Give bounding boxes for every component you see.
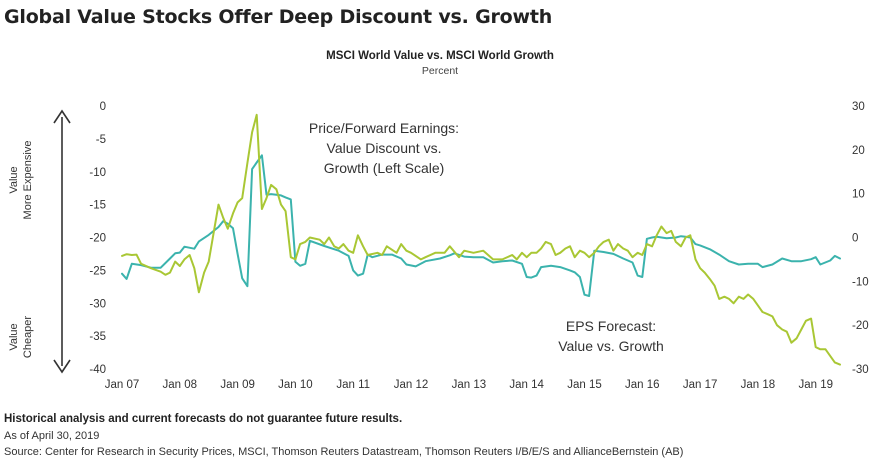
right-axis-tick-label: -30 [852,364,869,376]
x-axis-tick-label: Jan 16 [625,379,660,391]
x-axis-tick-label: Jan 07 [105,379,140,391]
x-axis-tick-label: Jan 17 [683,379,718,391]
right-axis-tick-label: 20 [852,145,865,157]
right-axis-tick-label: 0 [852,233,858,245]
pe-annotation-line: Value Discount vs. [327,140,442,156]
pe-annotation-line: Price/Forward Earnings: [309,120,459,136]
pe-annotation-line: Growth (Left Scale) [324,160,445,176]
left-axis-tick-label: -35 [89,331,106,343]
x-axis-tick-label: Jan 15 [567,379,602,391]
left-axis-tick-label: -15 [89,200,106,212]
eps-forecast-line [121,113,841,366]
value-more-expensive-label: Value [8,166,20,193]
left-axis-tick-label: -5 [96,134,106,146]
as-of-date: As of April 30, 2019 [4,430,100,442]
right-axis-tick-label: 10 [852,189,865,201]
pe-discount-line [121,154,841,297]
eps-annotation-line: Value vs. Growth [558,338,664,354]
left-axis-tick-label: -25 [89,265,106,277]
x-axis-tick-label: Jan 09 [220,379,255,391]
right-axis-tick-label: -10 [852,276,869,288]
left-axis-tick-label: -20 [89,233,106,245]
right-axis-tick-label: -20 [852,320,869,332]
x-axis-tick-label: Jan 08 [163,379,198,391]
x-axis-tick-label: Jan 13 [452,379,487,391]
x-axis-tick-label: Jan 10 [278,379,313,391]
disclaimer-note: Historical analysis and current forecast… [4,413,403,425]
left-axis-tick-label: -10 [89,167,106,179]
value-cheaper-label: Value [8,323,20,350]
left-axis-tick-label: 0 [100,101,106,113]
x-axis-tick-label: Jan 18 [741,379,776,391]
x-axis-tick-label: Jan 11 [336,379,370,391]
chart-title: MSCI World Value vs. MSCI World Growth [326,50,554,62]
left-axis-tick-label: -30 [89,298,106,310]
page-title: Global Value Stocks Offer Deep Discount … [4,6,553,28]
source-note: Source: Center for Research in Security … [4,446,684,458]
x-axis-tick-label: Jan 14 [509,379,544,391]
left-axis-tick-label: -40 [89,364,106,376]
x-axis-tick-label: Jan 19 [798,379,833,391]
value-more-expensive-label: More Expensive [22,141,34,220]
right-axis-tick-label: 30 [852,101,865,113]
eps-annotation-line: EPS Forecast: [566,318,656,334]
chart-subtitle: Percent [421,65,459,77]
x-axis-tick-label: Jan 12 [394,379,429,391]
value-cheaper-label: Cheaper [22,316,34,359]
value-direction-arrow [53,109,71,374]
